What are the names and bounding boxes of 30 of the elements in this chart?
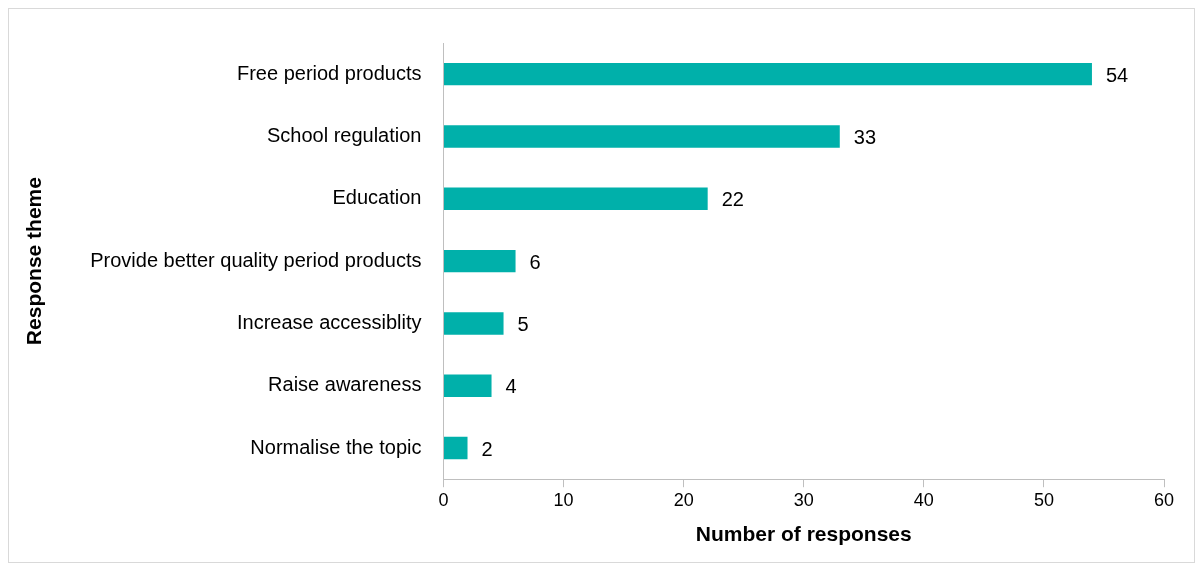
bar bbox=[444, 312, 504, 335]
y-tick-label: Provide better quality period products bbox=[90, 248, 422, 271]
data-label: 33 bbox=[853, 125, 877, 148]
y-tick-label: Raise awareness bbox=[268, 373, 422, 396]
data-label: 6 bbox=[529, 250, 541, 273]
bar bbox=[444, 187, 708, 210]
x-tick-label: 30 bbox=[793, 489, 814, 510]
y-tick-label: Normalise the topic bbox=[250, 435, 422, 458]
bar bbox=[444, 374, 492, 397]
x-axis-title: Number of responses bbox=[695, 522, 912, 546]
data-label: 4 bbox=[505, 375, 517, 398]
bar bbox=[444, 62, 1092, 86]
y-axis-title: Response theme bbox=[22, 177, 46, 346]
x-tick-label: 10 bbox=[553, 489, 574, 510]
data-label: 5 bbox=[517, 312, 529, 335]
y-tick-label: School regulation bbox=[266, 123, 422, 146]
x-tick-label: 60 bbox=[1153, 489, 1175, 510]
data-label: 2 bbox=[481, 437, 493, 460]
x-tick-label: 50 bbox=[1033, 489, 1054, 510]
y-tick-label: Free period products bbox=[236, 61, 422, 84]
data-label: 22 bbox=[721, 188, 744, 211]
bar bbox=[444, 125, 840, 148]
bar bbox=[444, 436, 468, 460]
y-tick-label: Education bbox=[332, 186, 422, 209]
data-label: 54 bbox=[1105, 63, 1129, 86]
x-tick-label: 0 bbox=[438, 489, 449, 510]
x-tick-label: 40 bbox=[913, 489, 934, 510]
y-tick-label: Increase accessiblity bbox=[236, 310, 422, 333]
bar bbox=[444, 249, 516, 273]
x-tick-label: 20 bbox=[673, 489, 694, 510]
